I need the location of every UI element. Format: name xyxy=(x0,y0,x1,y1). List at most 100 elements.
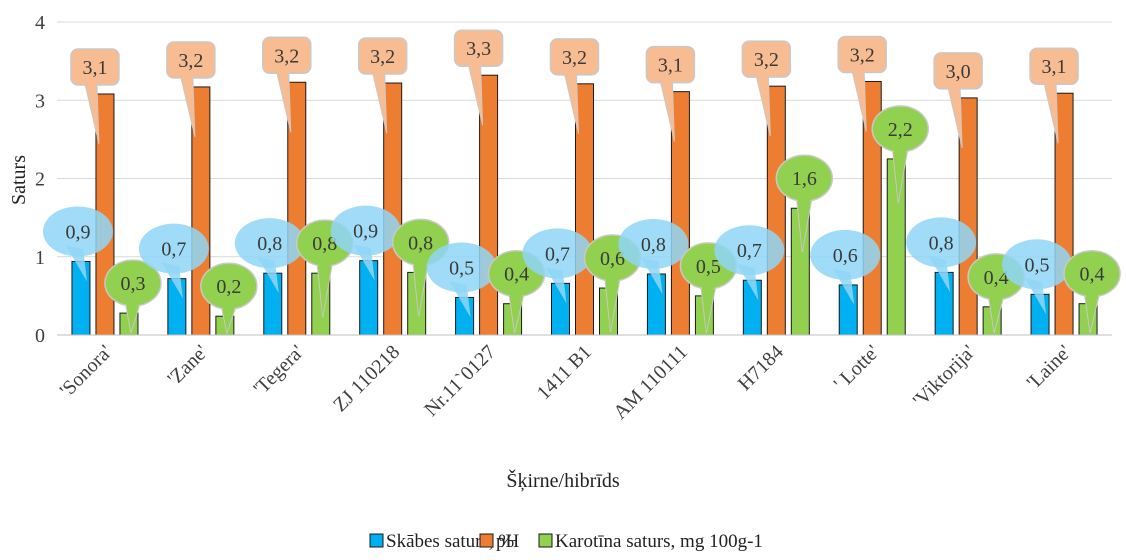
legend-label: Karotīna saturs, mg 100g-1 xyxy=(555,531,763,552)
callout-pointer-fill xyxy=(565,72,579,132)
bar xyxy=(359,260,379,336)
callout-bubble xyxy=(330,205,401,256)
callout-bubble xyxy=(42,206,113,257)
y-tick-label: 0 xyxy=(35,325,45,347)
x-tick-label: ZJ 110218 xyxy=(329,341,404,416)
data-label: 0,8 xyxy=(234,218,305,294)
x-tick-label: 'Zane' xyxy=(163,341,212,390)
data-label-text: 3,2 xyxy=(850,44,875,66)
callout-pointer-fill xyxy=(413,259,428,315)
data-label: 3,1 xyxy=(70,48,120,145)
data-label-text: 0,9 xyxy=(353,221,378,243)
data-label-text: 3,2 xyxy=(274,45,299,67)
data-label-text: 0,9 xyxy=(65,221,90,243)
bar xyxy=(71,260,91,336)
data-label: 3,3 xyxy=(453,29,504,126)
x-tick-label: 'Laine' xyxy=(1023,341,1076,394)
data-label-text: 0,8 xyxy=(312,233,337,255)
data-label-text: 2,2 xyxy=(888,119,913,141)
callout-bubble xyxy=(714,225,785,276)
data-label: 3,2 xyxy=(741,40,792,137)
data-label-text: 0,5 xyxy=(696,256,721,278)
data-label-text: 0,4 xyxy=(504,264,529,286)
data-label: 0,4 xyxy=(1063,249,1121,334)
legend-item: Karotīna saturs, mg 100g-1 xyxy=(538,531,763,552)
data-label: 3,2 xyxy=(357,37,408,134)
x-tick-label: Nr.11`0127 xyxy=(420,341,500,421)
data-label: 0,2 xyxy=(200,262,258,335)
data-label: 0,9 xyxy=(330,205,401,281)
callout-pointer-fill xyxy=(989,293,1004,331)
y-tick-label: 4 xyxy=(35,12,45,34)
callout-bubble xyxy=(426,242,497,293)
x-tick-label: 'Sonora' xyxy=(56,341,117,402)
data-label-text: 0,8 xyxy=(641,234,666,256)
callout-pointer-fill xyxy=(701,282,716,331)
callout-pointer-fill xyxy=(125,300,140,331)
data-label-text: 0,8 xyxy=(257,233,282,255)
x-tick-label: AM 110111 xyxy=(609,341,692,424)
data-label: 0,9 xyxy=(42,206,113,282)
callout-bubble xyxy=(522,228,593,279)
callout-bubble xyxy=(138,223,209,274)
data-label: 3,2 xyxy=(549,38,600,134)
data-label-text: 0,2 xyxy=(216,276,241,298)
y-tick-label: 2 xyxy=(35,169,45,191)
y-tick-label: 3 xyxy=(35,90,45,112)
data-label: 3,0 xyxy=(933,52,983,149)
data-label: 0,5 xyxy=(1002,239,1073,315)
data-label: 3,2 xyxy=(837,35,887,132)
legend-swatch xyxy=(369,533,384,548)
data-label-text: 3,1 xyxy=(658,55,683,77)
legend-swatch xyxy=(479,533,494,548)
data-label: 3,1 xyxy=(1029,47,1079,144)
data-label: 0,7 xyxy=(138,223,209,299)
callout-pointer-fill xyxy=(509,290,524,331)
data-label-text: 3,1 xyxy=(1042,56,1067,78)
data-label-text: 3,2 xyxy=(370,46,395,68)
data-label: 2,2 xyxy=(871,105,929,204)
callout-bubble xyxy=(618,218,689,269)
data-label-text: 0,8 xyxy=(408,232,433,254)
legend: Skābes saturs, %pH Karotīna saturs, mg 10… xyxy=(369,531,763,552)
callout-pointer-fill xyxy=(85,82,99,142)
data-label-text: 1,6 xyxy=(792,168,817,190)
data-label: 3,2 xyxy=(166,41,216,138)
callout-bubble xyxy=(234,218,305,269)
data-label: 3,1 xyxy=(645,45,696,142)
data-label: 0,7 xyxy=(714,225,785,301)
data-label: 0,7 xyxy=(522,228,593,304)
data-label-text: 0,6 xyxy=(600,248,625,270)
data-label-text: 3,2 xyxy=(178,50,203,72)
data-label-text: 3,2 xyxy=(754,49,779,71)
legend-label: pH xyxy=(496,531,520,552)
data-label-text: 0,4 xyxy=(984,267,1009,289)
callout-pointer-fill xyxy=(277,71,291,131)
data-label-text: 0,8 xyxy=(929,232,954,254)
data-label-text: 0,5 xyxy=(449,257,474,279)
data-label: 1,6 xyxy=(775,154,834,253)
callout-pointer-fill xyxy=(317,260,332,316)
data-label-text: 3,2 xyxy=(562,47,587,69)
callout-pointer-fill xyxy=(469,64,483,124)
callout-pointer-fill xyxy=(181,75,195,135)
data-label-text: 3,3 xyxy=(466,38,491,60)
callout-bubble xyxy=(906,217,977,268)
callout-pointer-fill xyxy=(797,195,812,251)
callout-pointer-fill xyxy=(757,75,771,135)
x-axis-title: Šķirne/hibrīds xyxy=(506,468,620,492)
callout-bubble xyxy=(1002,239,1073,290)
x-tick-label: 1411 B1 xyxy=(533,341,596,404)
data-label: 3,2 xyxy=(262,36,312,133)
data-label: 0,5 xyxy=(426,242,497,318)
y-axis-title: Saturs xyxy=(8,155,30,205)
data-label-text: 0,6 xyxy=(833,245,858,267)
callout-pointer-fill xyxy=(1085,290,1100,331)
callout-bubble xyxy=(810,229,881,280)
x-tick-label: H7184 xyxy=(734,341,788,395)
y-tick-label: 1 xyxy=(35,247,45,269)
data-label-text: 0,4 xyxy=(1080,264,1105,286)
x-tick-label: 'Viktorija' xyxy=(909,341,980,412)
